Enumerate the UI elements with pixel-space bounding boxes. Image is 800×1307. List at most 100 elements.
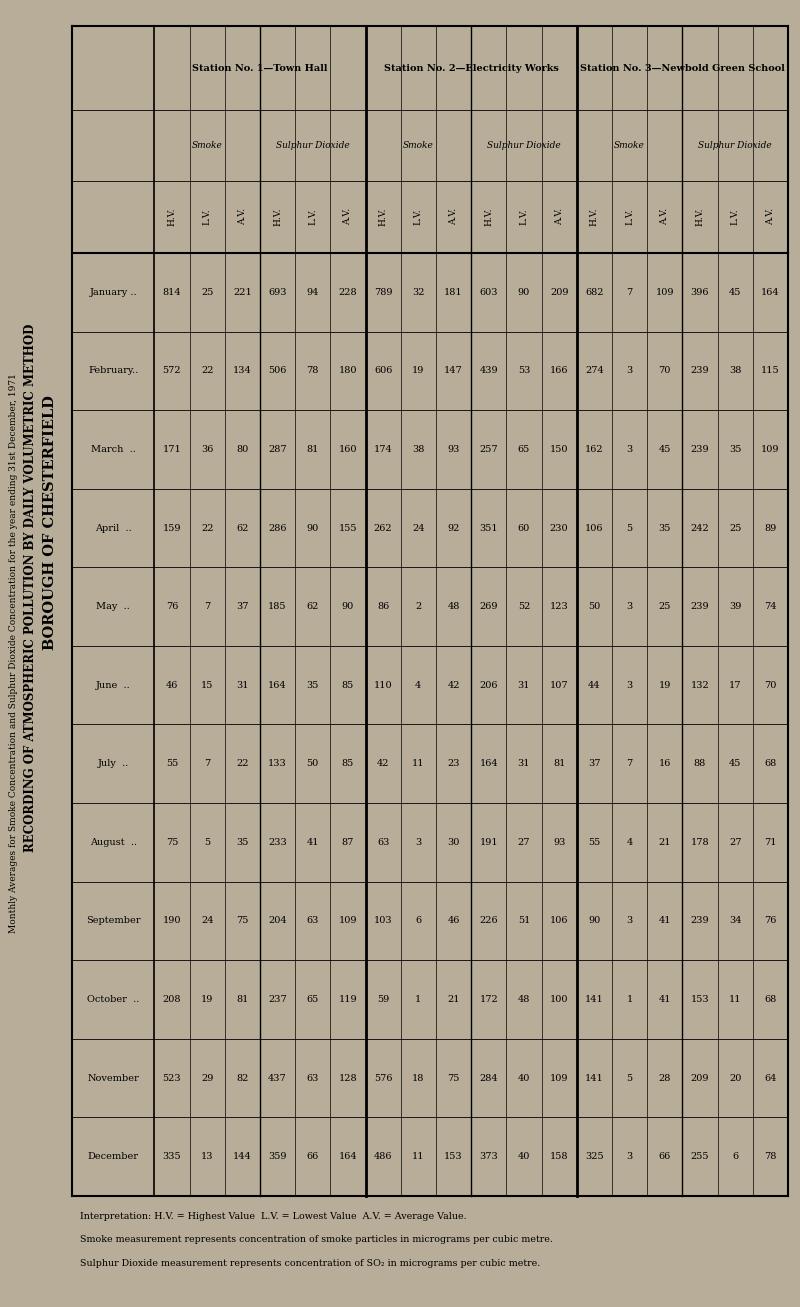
Text: 178: 178 bbox=[690, 838, 710, 847]
Text: 164: 164 bbox=[338, 1151, 358, 1161]
Text: 42: 42 bbox=[377, 759, 390, 769]
Text: 239: 239 bbox=[690, 444, 710, 454]
Text: 221: 221 bbox=[233, 288, 252, 297]
Text: 16: 16 bbox=[658, 759, 671, 769]
Text: 90: 90 bbox=[518, 288, 530, 297]
Text: 75: 75 bbox=[166, 838, 178, 847]
Text: 63: 63 bbox=[377, 838, 390, 847]
Text: A.V.: A.V. bbox=[449, 208, 458, 225]
Text: 81: 81 bbox=[553, 759, 566, 769]
Text: 237: 237 bbox=[268, 995, 287, 1004]
Text: 158: 158 bbox=[550, 1151, 569, 1161]
Text: 439: 439 bbox=[479, 366, 498, 375]
Text: 70: 70 bbox=[764, 681, 777, 690]
Text: 24: 24 bbox=[412, 524, 425, 532]
Text: 27: 27 bbox=[518, 838, 530, 847]
Text: 59: 59 bbox=[377, 995, 390, 1004]
Text: L.V.: L.V. bbox=[308, 209, 318, 225]
Text: 50: 50 bbox=[306, 759, 319, 769]
Text: 90: 90 bbox=[342, 603, 354, 612]
Text: H.V.: H.V. bbox=[378, 208, 388, 226]
Text: Smoke: Smoke bbox=[192, 141, 222, 150]
Text: BOROUGH OF CHESTERFIELD: BOROUGH OF CHESTERFIELD bbox=[42, 395, 57, 651]
Text: 68: 68 bbox=[764, 759, 777, 769]
Text: 92: 92 bbox=[447, 524, 460, 532]
Text: 123: 123 bbox=[550, 603, 569, 612]
Text: 185: 185 bbox=[268, 603, 287, 612]
Text: 5: 5 bbox=[626, 1073, 633, 1082]
Text: 335: 335 bbox=[162, 1151, 182, 1161]
Text: 171: 171 bbox=[162, 444, 182, 454]
Text: 257: 257 bbox=[479, 444, 498, 454]
Text: 159: 159 bbox=[162, 524, 181, 532]
Text: 3: 3 bbox=[626, 916, 633, 925]
Text: 284: 284 bbox=[479, 1073, 498, 1082]
Text: 437: 437 bbox=[268, 1073, 287, 1082]
Text: Station No. 1—Town Hall: Station No. 1—Town Hall bbox=[192, 64, 328, 73]
Text: 21: 21 bbox=[658, 838, 671, 847]
Text: 19: 19 bbox=[412, 366, 425, 375]
Text: 94: 94 bbox=[306, 288, 319, 297]
Text: 20: 20 bbox=[729, 1073, 742, 1082]
Text: 141: 141 bbox=[585, 1073, 604, 1082]
Text: 63: 63 bbox=[306, 916, 319, 925]
Text: 23: 23 bbox=[447, 759, 460, 769]
Text: 25: 25 bbox=[729, 524, 742, 532]
Text: 228: 228 bbox=[338, 288, 358, 297]
Text: 85: 85 bbox=[342, 759, 354, 769]
Text: 226: 226 bbox=[479, 916, 498, 925]
Text: 25: 25 bbox=[201, 288, 214, 297]
Text: 576: 576 bbox=[374, 1073, 393, 1082]
Text: 85: 85 bbox=[342, 681, 354, 690]
Text: 39: 39 bbox=[729, 603, 742, 612]
Text: May  ..: May .. bbox=[96, 603, 130, 612]
Text: 286: 286 bbox=[268, 524, 287, 532]
Text: 109: 109 bbox=[550, 1073, 569, 1082]
Text: 164: 164 bbox=[479, 759, 498, 769]
Text: 486: 486 bbox=[374, 1151, 393, 1161]
Text: December: December bbox=[88, 1151, 138, 1161]
Text: H.V.: H.V. bbox=[695, 208, 705, 226]
Text: 3: 3 bbox=[626, 1151, 633, 1161]
Text: 166: 166 bbox=[550, 366, 569, 375]
Text: 41: 41 bbox=[658, 916, 671, 925]
Text: October  ..: October .. bbox=[87, 995, 139, 1004]
Text: 76: 76 bbox=[166, 603, 178, 612]
Text: 50: 50 bbox=[588, 603, 601, 612]
Text: 35: 35 bbox=[236, 838, 249, 847]
Text: 21: 21 bbox=[447, 995, 460, 1004]
Text: 38: 38 bbox=[729, 366, 742, 375]
Text: 181: 181 bbox=[444, 288, 463, 297]
Text: 36: 36 bbox=[201, 444, 214, 454]
Text: 88: 88 bbox=[694, 759, 706, 769]
Text: 239: 239 bbox=[690, 366, 710, 375]
Text: June  ..: June .. bbox=[96, 681, 130, 690]
Text: July  ..: July .. bbox=[98, 759, 129, 769]
Text: H.V.: H.V. bbox=[590, 208, 599, 226]
Text: 239: 239 bbox=[690, 603, 710, 612]
Text: 35: 35 bbox=[658, 524, 671, 532]
Text: 2: 2 bbox=[415, 603, 422, 612]
Text: 71: 71 bbox=[764, 838, 777, 847]
Text: 31: 31 bbox=[518, 681, 530, 690]
Text: 814: 814 bbox=[162, 288, 182, 297]
Text: Smoke: Smoke bbox=[403, 141, 434, 150]
Text: 70: 70 bbox=[658, 366, 671, 375]
Text: 4: 4 bbox=[626, 838, 633, 847]
Text: 359: 359 bbox=[268, 1151, 287, 1161]
Text: 52: 52 bbox=[518, 603, 530, 612]
Text: 789: 789 bbox=[374, 288, 393, 297]
Text: 7: 7 bbox=[204, 759, 210, 769]
Text: 150: 150 bbox=[550, 444, 569, 454]
Text: 162: 162 bbox=[585, 444, 604, 454]
Text: 144: 144 bbox=[233, 1151, 252, 1161]
Text: 7: 7 bbox=[626, 759, 633, 769]
Text: 262: 262 bbox=[374, 524, 393, 532]
Text: 48: 48 bbox=[447, 603, 460, 612]
Text: 5: 5 bbox=[626, 524, 633, 532]
Text: 62: 62 bbox=[236, 524, 249, 532]
Text: 53: 53 bbox=[518, 366, 530, 375]
Text: 45: 45 bbox=[729, 288, 742, 297]
Text: 81: 81 bbox=[236, 995, 249, 1004]
Text: 34: 34 bbox=[729, 916, 742, 925]
